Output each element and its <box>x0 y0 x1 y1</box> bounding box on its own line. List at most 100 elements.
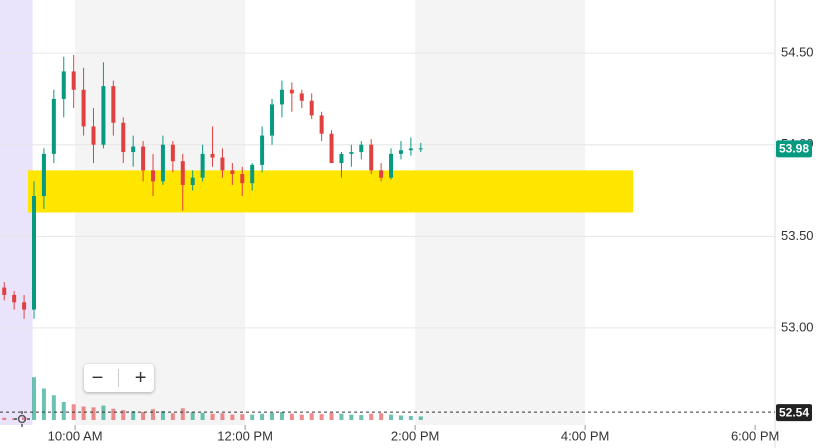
candle-body <box>349 152 354 154</box>
volume-bar <box>180 408 185 420</box>
volume-bar <box>210 413 215 420</box>
candle-body <box>131 146 136 153</box>
last-price-label: 53.98 <box>779 142 809 156</box>
candle-body <box>389 153 394 178</box>
candle-body <box>141 146 146 171</box>
volume-bar <box>349 414 354 420</box>
candle-body <box>101 86 106 145</box>
volume-bar <box>111 408 116 420</box>
volume-bar <box>359 415 364 420</box>
volume-bar <box>32 377 37 420</box>
x-tick-label: 10:00 AM <box>48 428 103 443</box>
premarket-shade <box>0 0 33 425</box>
zoom-controls: − + <box>84 364 154 392</box>
volume-bar <box>299 414 304 420</box>
candle-body <box>309 100 314 116</box>
candle-body <box>61 71 66 99</box>
candle-body <box>339 153 344 164</box>
volume-bar <box>309 413 314 420</box>
volume-bar <box>61 402 66 420</box>
candle-body <box>418 148 423 150</box>
candle-body <box>299 93 304 101</box>
x-tick-label: 6:00 PM <box>731 428 779 443</box>
candle-body <box>260 135 265 165</box>
last-price-badge <box>776 140 812 158</box>
volume-bar <box>279 411 284 420</box>
volume-bar <box>389 414 394 420</box>
volume-bar <box>369 413 374 420</box>
candle-body <box>240 174 245 184</box>
y-tick-label: 54.50 <box>781 45 814 60</box>
candle-body <box>359 144 364 153</box>
candle-body <box>200 153 205 178</box>
candle-body <box>91 126 96 145</box>
candle-body <box>41 153 46 197</box>
volume-bar <box>398 415 403 420</box>
candle-body <box>289 89 294 94</box>
volume-bar <box>121 410 126 420</box>
volume-bar <box>2 417 7 420</box>
volume-bar <box>408 415 413 420</box>
volume-bar <box>289 413 294 420</box>
volume-bar <box>91 407 96 420</box>
candle-body <box>408 148 413 151</box>
zoom-in[interactable]: + <box>134 366 147 389</box>
volume-bar <box>339 413 344 420</box>
candle-body <box>220 157 225 171</box>
x-tick-label: 2:00 PM <box>391 428 439 443</box>
volume-bar <box>270 412 275 420</box>
volume-bar <box>51 395 56 420</box>
settings-icon[interactable] <box>14 411 30 427</box>
candle-body <box>319 115 324 134</box>
candle-body <box>379 170 384 178</box>
candle-body <box>369 144 374 171</box>
candle-body <box>329 133 334 164</box>
candle-body <box>121 122 126 153</box>
candle-body <box>170 144 175 162</box>
candle-body <box>279 89 284 105</box>
volume-bar <box>151 409 156 420</box>
candle-body <box>71 71 76 90</box>
candle-body <box>2 287 7 295</box>
candle-body <box>180 161 185 186</box>
candle-body <box>81 89 86 127</box>
candle-body <box>51 98 56 154</box>
volume-bar <box>101 405 106 420</box>
volume-bar <box>240 414 245 420</box>
volume-bar <box>220 413 225 420</box>
y-tick-label: 53.50 <box>781 228 814 243</box>
divider <box>118 369 120 387</box>
volume-bar <box>131 411 136 420</box>
candle-body <box>250 164 255 184</box>
volume-bar <box>190 411 195 420</box>
prev-close-label: 52.54 <box>779 405 809 419</box>
volume-bar <box>81 406 86 420</box>
candle-body <box>398 150 403 154</box>
candle-body <box>210 153 215 158</box>
volume-bar <box>22 417 27 420</box>
volume-bar <box>319 414 324 420</box>
volume-bar <box>141 411 146 420</box>
volume-bar <box>250 414 255 420</box>
candle-body <box>111 86 116 123</box>
prev-close-badge <box>776 404 812 422</box>
volume-bar <box>260 413 265 420</box>
volume-bar <box>41 388 46 420</box>
candle-body <box>190 177 195 186</box>
candle-body <box>230 170 235 175</box>
zoom-out[interactable]: − <box>91 366 104 389</box>
volume-bar <box>160 411 165 420</box>
volume-bar <box>418 416 423 420</box>
volume-bar <box>170 413 175 420</box>
x-tick-label: 12:00 PM <box>217 428 273 443</box>
x-tick-label: 4:00 PM <box>561 428 609 443</box>
y-tick-label: 53.00 <box>781 319 814 334</box>
candle-body <box>22 302 27 310</box>
volume-bar <box>329 412 334 420</box>
candle-body <box>12 294 17 303</box>
highlight-band <box>28 170 633 213</box>
volume-bar <box>230 414 235 420</box>
candle-body <box>151 170 156 182</box>
